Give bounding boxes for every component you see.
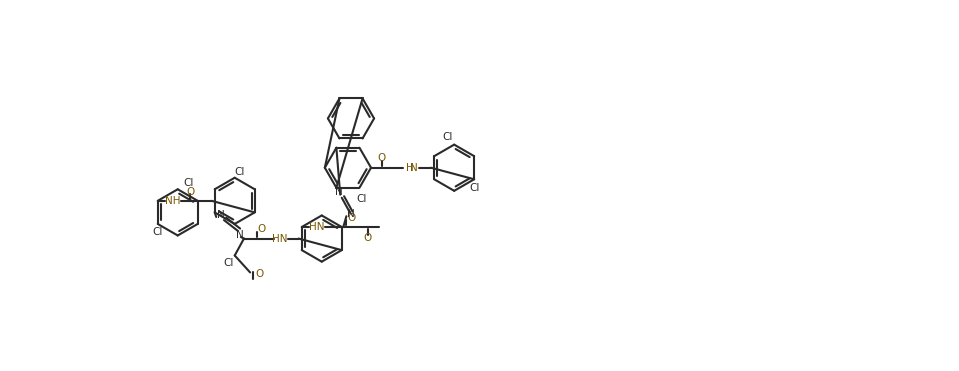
Text: NH: NH [165,196,181,206]
Text: N: N [236,230,244,240]
Text: Cl: Cl [152,227,163,237]
Text: HN: HN [310,222,325,232]
Text: O: O [378,154,386,164]
Text: N: N [217,210,224,220]
Text: H: H [406,163,413,173]
Text: Cl: Cl [443,132,454,142]
Text: Cl: Cl [357,194,367,204]
Text: O: O [186,187,194,197]
Text: N: N [410,163,418,173]
Text: N: N [347,209,355,219]
Text: Cl: Cl [234,167,245,177]
Text: O: O [347,213,355,223]
Text: Cl: Cl [183,178,194,188]
Text: O: O [255,269,264,279]
Text: Cl: Cl [223,258,234,268]
Text: N: N [335,187,342,197]
Text: Cl: Cl [469,183,480,193]
Text: HN: HN [272,234,288,243]
Text: O: O [258,224,266,234]
Text: O: O [363,233,372,243]
